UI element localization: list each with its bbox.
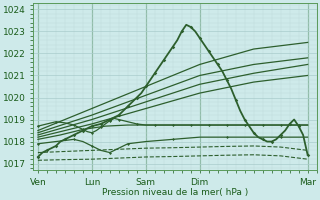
X-axis label: Pression niveau de la mer( hPa ): Pression niveau de la mer( hPa ) <box>102 188 248 197</box>
